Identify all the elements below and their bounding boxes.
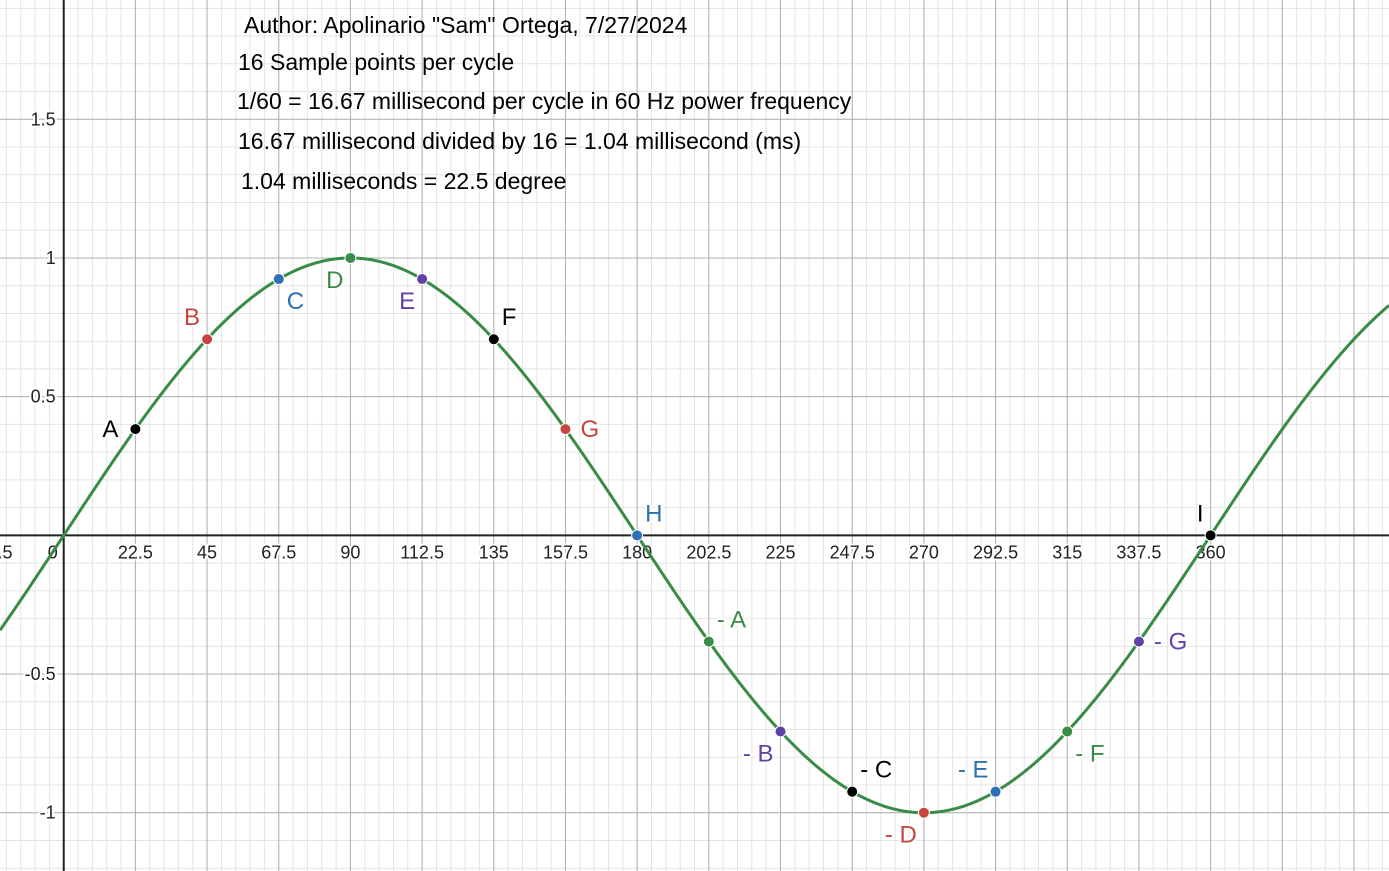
sample-point — [129, 423, 142, 436]
sample-point — [846, 785, 859, 798]
y-tick-label: 1.5 — [31, 109, 56, 129]
sample-point-label: - E — [958, 757, 989, 784]
sample-points: A B CD E F G H - A - B - C - D - E - F - G I — [100, 251, 1217, 851]
sample-point-label: - B — [743, 740, 774, 767]
sample-point — [416, 273, 429, 286]
sample-point — [559, 423, 572, 436]
x-tick-label: 90 — [340, 542, 360, 562]
sample-point — [344, 251, 357, 264]
sample-point — [201, 333, 214, 346]
sample-point-label: I — [1197, 500, 1204, 527]
sample-point-label: - A — [717, 607, 746, 634]
sample-point-label: H — [645, 500, 662, 527]
x-tick-label: 202.5 — [686, 542, 731, 562]
x-tick-label: 270 — [909, 542, 939, 562]
sample-point-label: E — [399, 288, 415, 315]
sample-point-label: - C — [860, 757, 892, 784]
x-tick-label: 45 — [197, 542, 217, 562]
x-tick-label: 315 — [1052, 542, 1082, 562]
sample-point — [702, 635, 715, 648]
cycle-period-note: 1/60 = 16.67 millisecond per cycle in 60… — [237, 88, 852, 114]
x-tick-label: 135 — [479, 542, 509, 562]
x-tick-label: 157.5 — [543, 542, 588, 562]
sample-point — [917, 806, 930, 819]
sample-point-label: G — [580, 416, 599, 443]
sample-point-label: F — [502, 304, 517, 331]
sample-points-note: 16 Sample points per cycle — [238, 49, 515, 75]
sample-interval-note: 16.67 millisecond divided by 16 = 1.04 m… — [238, 128, 802, 154]
sample-point-label: B — [184, 304, 200, 331]
author-note: Author: Apolinario "Sam" Ortega, 7/27/20… — [244, 12, 688, 38]
y-tick-label: -0.5 — [25, 664, 56, 684]
x-tick-label: -22.5 — [0, 542, 13, 562]
x-tick-label: 112.5 — [400, 542, 444, 562]
sample-point-label: A — [102, 416, 118, 443]
sample-point — [774, 725, 787, 738]
x-tick-label: 67.5 — [261, 542, 296, 562]
sample-point — [487, 333, 500, 346]
sample-point — [631, 529, 644, 542]
y-tick-label: 0.5 — [31, 387, 56, 407]
x-tick-label: 225 — [765, 542, 795, 562]
sample-point-label: - D — [885, 822, 917, 849]
sample-point — [989, 785, 1002, 798]
sample-point-label: - G — [1154, 629, 1187, 656]
y-tick-label: -1 — [40, 803, 56, 823]
sine-curve — [0, 256, 1389, 815]
sample-point — [1061, 725, 1074, 738]
tick-labels: -22.5022.54567.590112.5135157.5180202.52… — [0, 107, 1228, 824]
sine-curve-layer — [0, 256, 1389, 815]
x-tick-label: 337.5 — [1116, 542, 1161, 562]
sample-point — [1204, 529, 1217, 542]
y-tick-label: 1 — [46, 248, 56, 268]
x-tick-label: 292.5 — [973, 542, 1018, 562]
sample-point-label: C — [287, 288, 304, 315]
x-tick-label: 247.5 — [830, 542, 875, 562]
sample-point — [1132, 635, 1145, 648]
sample-point-label: - F — [1075, 740, 1104, 767]
x-tick-label: 22.5 — [118, 542, 153, 562]
sample-point — [272, 273, 285, 286]
degree-equivalence-note: 1.04 milliseconds = 22.5 degree — [241, 168, 567, 194]
sample-point-label: D — [326, 267, 343, 294]
